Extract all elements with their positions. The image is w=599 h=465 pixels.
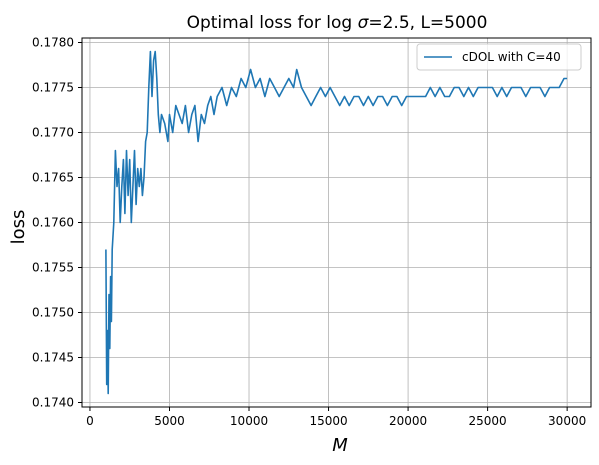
y-tick-label: 0.1740 — [32, 396, 74, 410]
y-tick-label: 0.1745 — [32, 351, 74, 365]
legend-label: cDOL with C=40 — [462, 50, 561, 64]
x-tick-label: 10000 — [230, 414, 268, 428]
legend: cDOL with C=40 — [416, 43, 582, 71]
chart-title-suffix: =2.5, L=5000 — [368, 13, 487, 33]
y-tick-label: 0.1770 — [32, 126, 74, 140]
legend-box — [416, 43, 582, 71]
x-tick-label: 15000 — [309, 414, 347, 428]
x-tick-label: 25000 — [469, 414, 507, 428]
grid — [82, 38, 591, 407]
chart-title-prefix: Optimal loss for — [187, 13, 327, 33]
chart-title: Optimal loss for log σ=2.5, L=5000 — [187, 13, 488, 33]
series-line — [105, 50, 568, 395]
y-tick-label: 0.1765 — [32, 171, 74, 185]
y-axis: 0.1740 0.1745 0.1750 0.1755 0.1760 0.1765 0.17… — [32, 36, 82, 410]
x-axis: 0 5000 10000 15000 20000 25000 30000 — [86, 407, 586, 428]
y-tick-label: 0.1775 — [32, 81, 74, 95]
chart-title-sigma: σ — [358, 13, 370, 33]
x-tick-label: 20000 — [389, 414, 427, 428]
series-layer — [105, 50, 568, 395]
x-tick-label: 5000 — [154, 414, 185, 428]
y-tick-label: 0.1780 — [32, 36, 74, 50]
x-tick-label: 30000 — [548, 414, 586, 428]
y-tick-label: 0.1760 — [32, 216, 74, 230]
y-tick-label: 0.1755 — [32, 261, 74, 275]
x-tick-label: 0 — [86, 414, 94, 428]
y-tick-label: 0.1750 — [32, 306, 74, 320]
x-axis-label: M — [332, 435, 348, 456]
chart-title-log: log — [326, 13, 357, 33]
y-axis-label: loss — [8, 210, 29, 245]
